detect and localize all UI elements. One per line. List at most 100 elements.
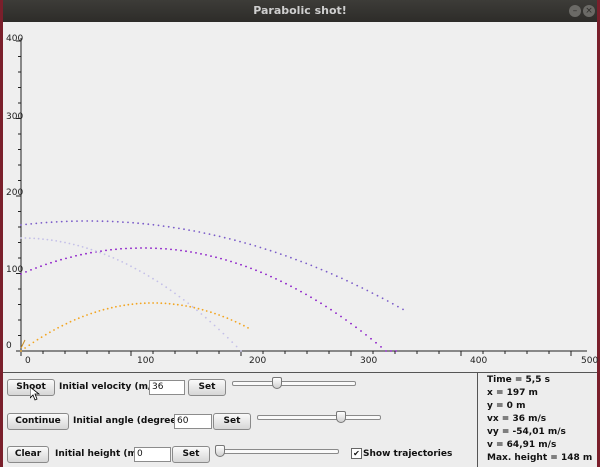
trajectory-point bbox=[108, 255, 110, 257]
minimize-button[interactable]: – bbox=[569, 5, 581, 17]
trajectory-point bbox=[175, 249, 177, 251]
trajectory-point bbox=[76, 220, 78, 223]
trajectory-point bbox=[71, 220, 73, 223]
trajectory-point bbox=[290, 256, 292, 259]
trajectory-point bbox=[152, 223, 155, 226]
trajectory-point bbox=[157, 224, 160, 227]
trajectory-point bbox=[42, 238, 44, 241]
trajectories bbox=[20, 220, 404, 352]
y-readout: y = 0 m bbox=[487, 401, 526, 411]
trajectory-point bbox=[340, 315, 342, 318]
show-trajectories-checkbox[interactable]: ✔ bbox=[351, 448, 362, 459]
trajectory-point bbox=[208, 233, 211, 236]
close-button[interactable]: × bbox=[583, 5, 595, 17]
trajectory-point bbox=[226, 336, 229, 339]
trajectory-point bbox=[122, 221, 124, 224]
slider-thumb[interactable] bbox=[272, 377, 282, 389]
trajectory-point bbox=[213, 324, 216, 327]
height-input[interactable]: 0 bbox=[134, 447, 171, 462]
trajectory-point bbox=[70, 256, 72, 258]
trajectory-point bbox=[222, 332, 225, 335]
trajectory-point bbox=[395, 350, 397, 352]
trajectory-point bbox=[346, 279, 348, 282]
trajectory-point bbox=[150, 247, 152, 250]
trajectory-point bbox=[176, 303, 179, 306]
height-slider[interactable] bbox=[215, 445, 339, 457]
continue-button[interactable]: Continue bbox=[7, 413, 69, 430]
trajectory-point bbox=[235, 345, 238, 348]
trajectory-point bbox=[160, 247, 162, 250]
max-height-readout: Max. height = 148 m bbox=[487, 453, 593, 463]
trajectory-point bbox=[121, 261, 124, 263]
trajectory-point bbox=[255, 269, 257, 272]
trajectory-point bbox=[152, 302, 155, 304]
y-tick-label: 0 bbox=[6, 341, 12, 351]
trajectory-point bbox=[210, 255, 212, 257]
trajectory-point bbox=[80, 253, 82, 256]
trajectory-point bbox=[135, 247, 137, 250]
trajectory-point bbox=[310, 264, 313, 267]
angle-set-button[interactable]: Set bbox=[213, 413, 251, 430]
trajectory-point bbox=[55, 260, 57, 263]
trajectory-point bbox=[200, 313, 203, 315]
height-label: Initial height (m) bbox=[55, 449, 142, 459]
trajectory-point bbox=[402, 308, 404, 311]
trajectory-point bbox=[59, 240, 62, 243]
trajectory-point bbox=[57, 326, 59, 329]
trajectory-point bbox=[170, 248, 172, 251]
trajectory-point bbox=[20, 224, 22, 226]
trajectory-point bbox=[64, 241, 66, 244]
trajectory-point bbox=[239, 240, 241, 243]
trajectory-point bbox=[143, 302, 146, 305]
trajectory-point bbox=[213, 234, 216, 237]
divider bbox=[477, 372, 478, 467]
trajectory-point bbox=[183, 228, 185, 231]
trajectory-point bbox=[82, 315, 84, 318]
trajectory-point bbox=[125, 247, 127, 250]
x-tick-label: 300 bbox=[360, 356, 378, 366]
trajectory-point bbox=[90, 251, 92, 254]
trajectory-point bbox=[100, 250, 102, 253]
angle-input[interactable]: 60 bbox=[174, 414, 212, 429]
trajectory-point bbox=[102, 308, 105, 311]
trajectory-point bbox=[315, 266, 318, 269]
trajectory-point bbox=[315, 299, 317, 302]
trajectory-point bbox=[45, 263, 47, 266]
trajectory-point bbox=[360, 330, 362, 332]
trajectory-point bbox=[254, 245, 257, 247]
trajectory-point bbox=[147, 223, 150, 226]
trajectory-point bbox=[115, 305, 117, 308]
height-set-button[interactable]: Set bbox=[172, 446, 210, 463]
trajectory-point bbox=[77, 244, 80, 247]
velocity-slider[interactable] bbox=[232, 377, 356, 389]
v-readout: v = 64,91 m/s bbox=[487, 440, 557, 450]
trajectory-point bbox=[172, 303, 175, 306]
slider-thumb[interactable] bbox=[215, 445, 225, 457]
trajectory-point bbox=[165, 248, 167, 250]
trajectory-point bbox=[222, 315, 225, 318]
trajectory-point bbox=[123, 304, 126, 307]
trajectory-point bbox=[230, 260, 232, 263]
trajectory-point bbox=[279, 253, 282, 256]
velocity-input[interactable]: 36 bbox=[149, 380, 185, 395]
trajectory-point bbox=[140, 247, 142, 249]
trajectory-point bbox=[376, 294, 379, 297]
clear-button[interactable]: Clear bbox=[7, 446, 49, 463]
trajectory-point bbox=[135, 302, 138, 305]
trajectory-point bbox=[366, 289, 369, 292]
x-readout: x = 197 m bbox=[487, 388, 538, 398]
trajectory-point bbox=[285, 282, 287, 285]
angle-slider[interactable] bbox=[257, 411, 381, 423]
trajectory-point bbox=[119, 305, 121, 307]
y-tick-label: 100 bbox=[6, 265, 24, 275]
velocity-set-button[interactable]: Set bbox=[188, 379, 226, 396]
trajectory-plot: 400 300 200 100 0 0 100 200 300 400 500 bbox=[3, 22, 598, 372]
trajectory-point bbox=[361, 287, 364, 289]
trajectory-point bbox=[187, 302, 190, 305]
trajectory-point bbox=[94, 311, 97, 314]
trajectory-point bbox=[24, 237, 27, 239]
trajectory-point bbox=[91, 220, 94, 222]
trajectory-point bbox=[110, 306, 113, 309]
trajectory-point bbox=[200, 253, 202, 255]
slider-thumb[interactable] bbox=[336, 411, 346, 423]
